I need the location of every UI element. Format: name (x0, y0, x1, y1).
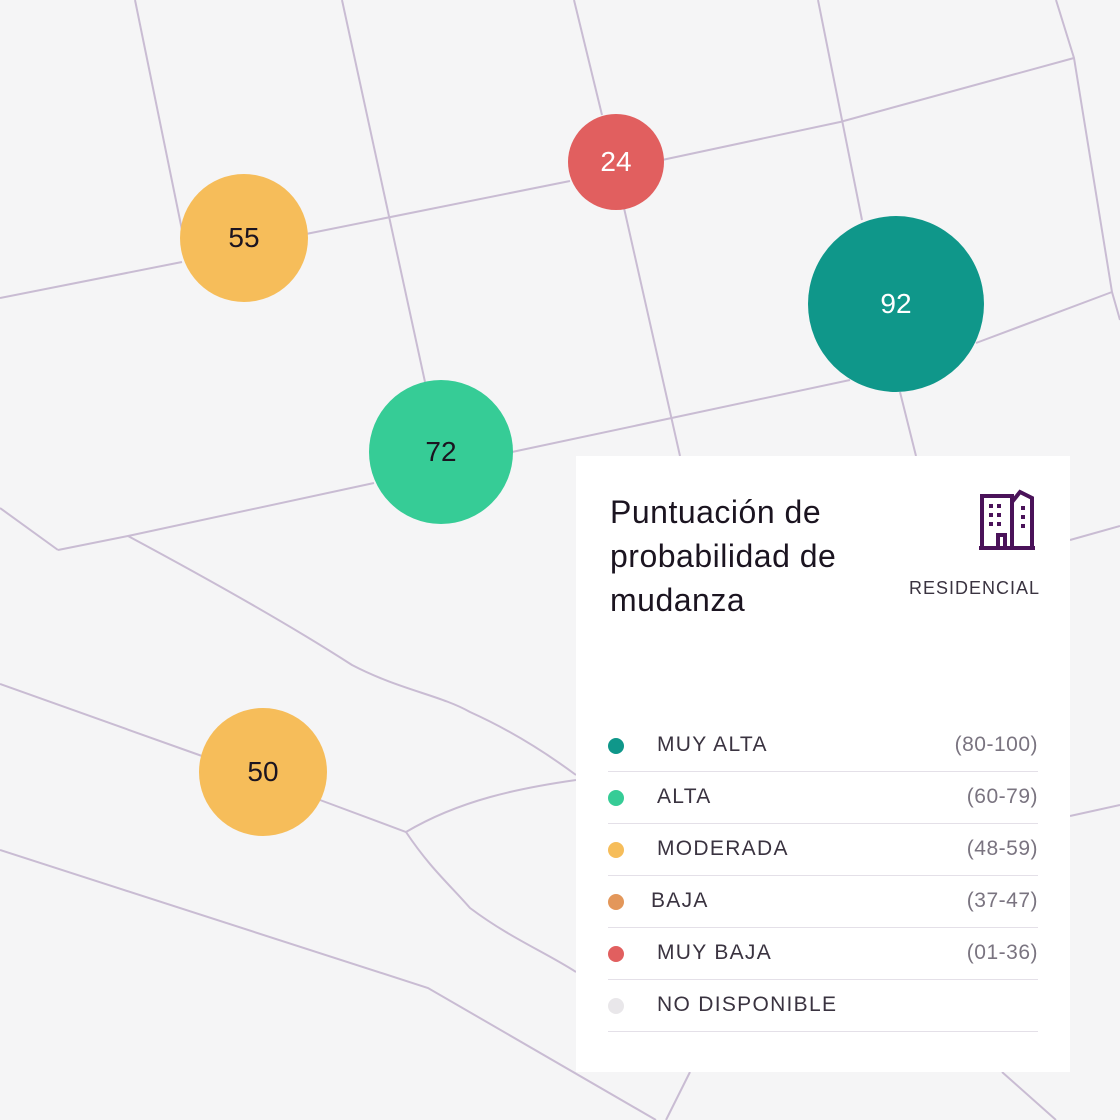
score-value: 72 (425, 436, 457, 467)
score-marker[interactable]: 92 (808, 216, 984, 392)
legend-range: (60-79) (966, 785, 1038, 808)
legend-dot (608, 790, 624, 806)
legend-dot (608, 842, 624, 858)
legend-dot (608, 946, 624, 962)
legend-range: (01-36) (966, 941, 1038, 964)
legend-dot (608, 894, 624, 910)
score-marker[interactable]: 24 (568, 114, 664, 210)
legend-label: MUY BAJA (657, 941, 773, 964)
legend-label: NO DISPONIBLE (657, 993, 838, 1016)
legend-item: ALTA (60-79) (608, 772, 1038, 824)
legend-item: MODERADA (48-59) (608, 824, 1038, 876)
category-label: RESIDENCIAL (908, 578, 1040, 598)
legend-item: NO DISPONIBLE (608, 980, 1038, 1032)
score-value: 92 (880, 288, 912, 319)
score-marker[interactable]: 50 (199, 708, 327, 836)
legend-dot (608, 998, 624, 1014)
legend-list: MUY ALTA (80-100) ALTA (60-79) MODERADA … (608, 720, 1038, 1032)
legend-label: ALTA (657, 785, 712, 808)
legend-range: (80-100) (954, 733, 1038, 756)
building-icon (979, 489, 1035, 550)
legend-item: MUY BAJA (01-36) (608, 928, 1038, 980)
legend-range: (48-59) (966, 837, 1038, 860)
panel-title: Puntuación de probabilidad de mudanza (610, 494, 837, 618)
legend-range: (37-47) (966, 889, 1038, 912)
score-value: 55 (228, 222, 260, 253)
score-marker[interactable]: 55 (180, 174, 308, 302)
score-marker[interactable]: 72 (369, 380, 513, 524)
score-legend-panel: Puntuación de probabilidad de mudanza RE… (576, 456, 1070, 1072)
legend-label: BAJA (651, 889, 709, 912)
legend-item: BAJA (37-47) (608, 876, 1038, 928)
score-value: 50 (247, 756, 279, 787)
legend-label: MUY ALTA (657, 733, 768, 756)
legend-item: MUY ALTA (80-100) (608, 720, 1038, 772)
legend-dot (608, 738, 624, 754)
legend-label: MODERADA (657, 837, 789, 860)
score-value: 24 (600, 146, 632, 177)
